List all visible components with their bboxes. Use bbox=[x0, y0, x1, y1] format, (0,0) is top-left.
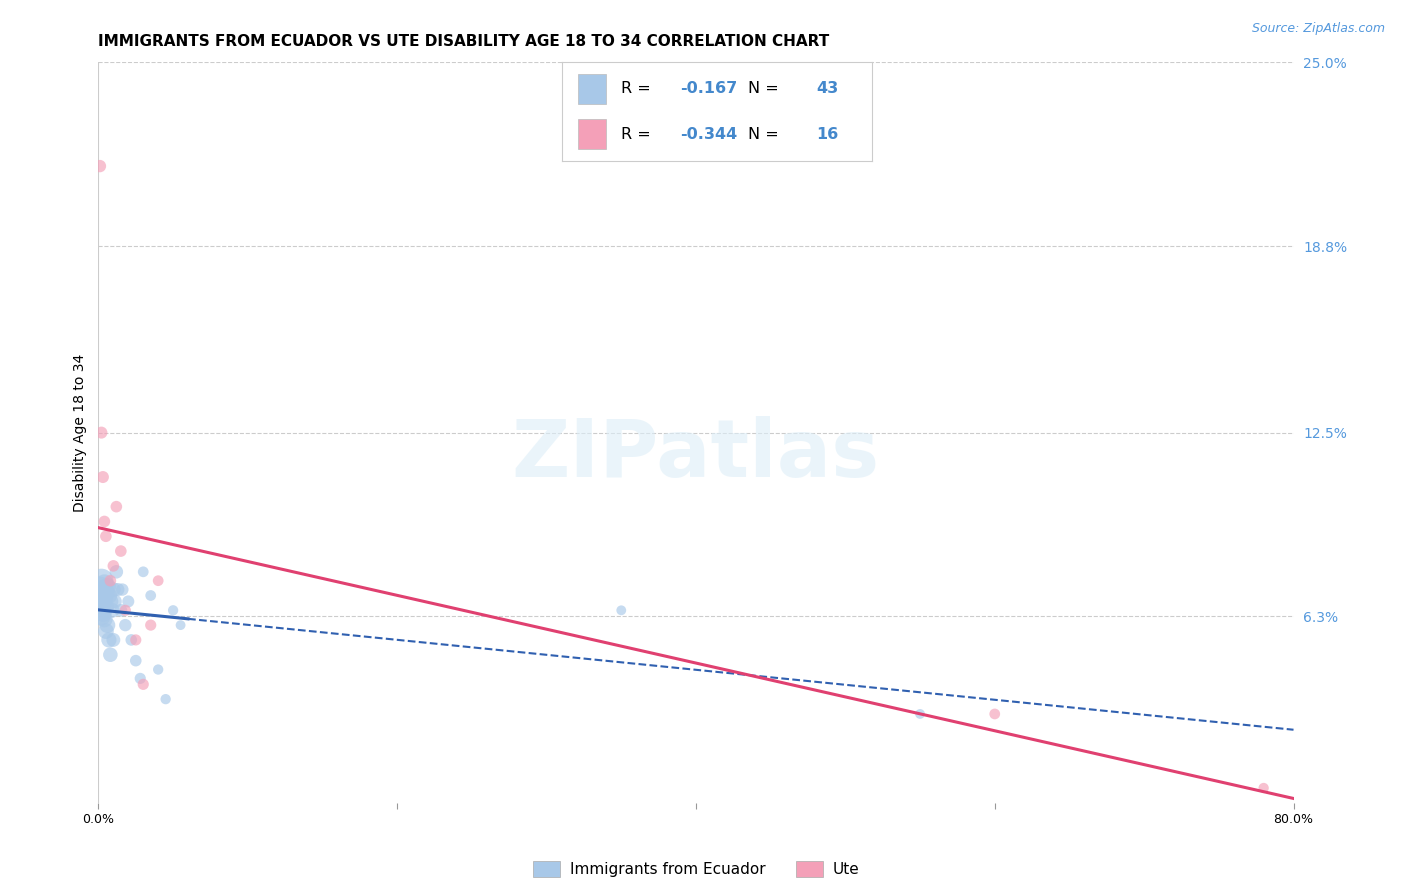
Point bbox=[105, 500, 128, 514]
Text: R =: R = bbox=[621, 127, 657, 142]
Point bbox=[101, 603, 124, 617]
Point bbox=[107, 582, 129, 597]
Point bbox=[129, 672, 152, 686]
Point bbox=[89, 159, 111, 173]
Point bbox=[110, 544, 132, 558]
Y-axis label: Disability Age 18 to 34: Disability Age 18 to 34 bbox=[73, 353, 87, 512]
Point bbox=[104, 594, 127, 608]
Point bbox=[117, 594, 139, 608]
Point bbox=[89, 594, 111, 608]
Point bbox=[120, 632, 142, 647]
Text: 16: 16 bbox=[815, 127, 838, 142]
Point bbox=[125, 632, 148, 647]
Point bbox=[90, 574, 112, 588]
Text: N =: N = bbox=[748, 127, 785, 142]
Point bbox=[610, 603, 633, 617]
Point bbox=[93, 591, 115, 606]
Text: Source: ZipAtlas.com: Source: ZipAtlas.com bbox=[1251, 22, 1385, 36]
Point bbox=[94, 585, 117, 599]
Point bbox=[90, 609, 112, 624]
Point bbox=[91, 594, 114, 608]
Point bbox=[139, 589, 162, 603]
Point bbox=[90, 425, 112, 440]
Point bbox=[93, 515, 115, 529]
Point bbox=[93, 576, 115, 591]
Point bbox=[984, 706, 1007, 721]
Point bbox=[162, 603, 184, 617]
Point bbox=[97, 589, 120, 603]
Text: IMMIGRANTS FROM ECUADOR VS UTE DISABILITY AGE 18 TO 34 CORRELATION CHART: IMMIGRANTS FROM ECUADOR VS UTE DISABILIT… bbox=[98, 34, 830, 49]
Point bbox=[114, 618, 136, 632]
Point bbox=[132, 565, 155, 579]
Point bbox=[98, 574, 122, 588]
Point bbox=[155, 692, 177, 706]
FancyBboxPatch shape bbox=[578, 74, 606, 103]
Point bbox=[110, 603, 132, 617]
Point bbox=[91, 607, 114, 621]
Point bbox=[908, 706, 931, 721]
Point bbox=[89, 582, 111, 597]
Point bbox=[103, 582, 125, 597]
Text: 43: 43 bbox=[815, 81, 838, 96]
Point bbox=[90, 589, 112, 603]
Point bbox=[97, 632, 120, 647]
Point bbox=[98, 648, 122, 662]
Text: R =: R = bbox=[621, 81, 657, 96]
Point bbox=[148, 574, 170, 588]
Point bbox=[91, 582, 114, 597]
Point bbox=[103, 558, 125, 573]
Point bbox=[94, 624, 117, 638]
Point bbox=[96, 618, 118, 632]
Point bbox=[132, 677, 155, 691]
Point bbox=[111, 582, 134, 597]
Text: N =: N = bbox=[748, 81, 785, 96]
Point bbox=[148, 663, 170, 677]
Point bbox=[89, 603, 111, 617]
Point bbox=[94, 529, 117, 543]
Point bbox=[139, 618, 162, 632]
Point bbox=[98, 594, 122, 608]
Point bbox=[169, 618, 191, 632]
Text: -0.167: -0.167 bbox=[681, 81, 737, 96]
Point bbox=[1253, 780, 1275, 795]
Point bbox=[94, 600, 117, 615]
Text: ZIPatlas: ZIPatlas bbox=[512, 416, 880, 494]
Point bbox=[93, 612, 115, 626]
Point bbox=[105, 565, 128, 579]
Point bbox=[91, 470, 114, 484]
Point bbox=[103, 632, 125, 647]
Legend: Immigrants from Ecuador, Ute: Immigrants from Ecuador, Ute bbox=[527, 855, 865, 883]
Point bbox=[125, 654, 148, 668]
Point bbox=[90, 598, 112, 612]
FancyBboxPatch shape bbox=[578, 120, 606, 149]
Point bbox=[96, 580, 118, 594]
Point bbox=[114, 603, 136, 617]
Text: -0.344: -0.344 bbox=[681, 127, 737, 142]
